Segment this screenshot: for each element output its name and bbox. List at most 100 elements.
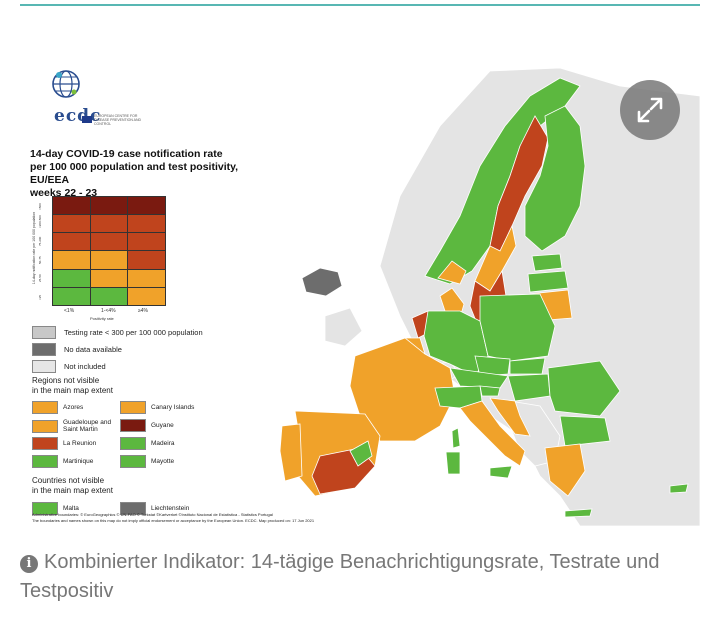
corsica	[451, 427, 461, 449]
countries-heading-line-1: Countries not visible	[32, 476, 105, 485]
matrix-x-tick: 1-<4%	[101, 308, 116, 314]
legend-not-included-label: Not included	[64, 362, 106, 371]
bulgaria	[559, 415, 611, 447]
matrix-cell	[90, 269, 128, 287]
matrix-cell	[128, 215, 165, 233]
legend-no-data-label: No data available	[64, 345, 122, 354]
spain-east	[349, 440, 373, 467]
region-swatch	[32, 401, 58, 414]
region-swatch	[32, 437, 58, 450]
matrix-cell	[53, 215, 90, 233]
country-swatch	[120, 502, 146, 515]
region-label: Guyane	[151, 422, 174, 429]
regions-heading: Regions not visible in the main map exte…	[32, 376, 113, 396]
matrix-cell	[128, 269, 165, 287]
title-line-1: 14-day COVID-19 case notification rate	[30, 148, 223, 160]
iceland	[301, 267, 343, 297]
region-swatch	[32, 455, 58, 468]
matrix-cell	[53, 269, 90, 287]
region-swatch	[32, 419, 58, 433]
info-icon: i	[20, 555, 38, 573]
region-legend-item: Azores	[32, 401, 83, 414]
matrix-x-tick: <1%	[64, 308, 75, 314]
no-data-swatch	[32, 343, 56, 356]
region-swatch	[120, 401, 146, 414]
croatia	[489, 397, 531, 437]
regions-heading-line-2: in the main map extent	[32, 386, 113, 395]
matrix-y-tick: 75-200	[38, 236, 42, 246]
matrix-y-tick: >500	[38, 203, 42, 210]
matrix-cell	[128, 251, 165, 269]
matrix-y-tick: 50-75	[38, 256, 42, 264]
france	[349, 337, 456, 442]
region-swatch	[120, 437, 146, 450]
matrix-cell	[90, 251, 128, 269]
countries-heading-line-2: in the main map extent	[32, 486, 113, 495]
region-label: Martinique	[63, 458, 94, 465]
slovakia	[509, 357, 546, 375]
matrix-y-axis: 14-day notification rate per 100 000 pop…	[22, 196, 44, 304]
matrix-cell	[90, 215, 128, 233]
matrix-cell	[90, 197, 128, 215]
region-label: Madeira	[151, 440, 175, 447]
not-included-swatch	[32, 360, 56, 373]
hungary	[507, 373, 551, 402]
ireland	[324, 307, 363, 347]
caption-text: Kombinierter Indikator: 14-tägige Benach…	[20, 551, 660, 602]
region-legend-item: Guadeloupe and Saint Martin	[32, 419, 123, 433]
map-footnote: Administrative boundaries: © EuroGeograp…	[32, 512, 592, 524]
crete	[564, 508, 593, 518]
matrix-x-tick: ≥4%	[138, 308, 148, 314]
region-label: Mayotte	[151, 458, 175, 465]
romania	[547, 360, 621, 417]
ecdc-logo: ecdc EUROPEAN CENTRE FOR DISEASE PREVENT…	[32, 66, 152, 126]
country-legend-item: Liechtenstein	[120, 502, 189, 515]
expand-icon	[637, 97, 663, 123]
image-caption: i Kombinierter Indikator: 14-tägige Benac…	[20, 548, 700, 606]
greece	[544, 443, 586, 497]
portugal	[279, 423, 303, 482]
region-legend-item: Mayotte	[120, 455, 174, 468]
eu-flag-icon	[82, 116, 92, 123]
testing-rate-swatch	[32, 326, 56, 339]
region-legend-item: Madeira	[120, 437, 174, 450]
country-label: Malta	[63, 505, 79, 512]
matrix-y-tick: 25-50	[38, 274, 42, 282]
slovenia	[479, 385, 501, 397]
matrix-cell	[128, 233, 165, 251]
logo-subtitle: EUROPEAN CENTRE FOR DISEASE PREVENTION A…	[94, 114, 142, 126]
region-label: Guadeloupe and Saint Martin	[63, 419, 112, 433]
finland	[524, 105, 586, 252]
matrix-cell	[53, 251, 90, 269]
poland	[479, 293, 556, 362]
top-accent-line	[20, 4, 700, 6]
matrix-y-label: 14-day notification rate per 100 000 pop…	[32, 211, 36, 285]
europe-map	[279, 67, 700, 526]
region-label: Canary Islands	[151, 404, 195, 411]
latvia	[527, 270, 569, 293]
estonia	[531, 253, 563, 272]
matrix-cell	[128, 197, 165, 215]
country-swatch	[32, 502, 58, 515]
region-legend-item: Canary Islands	[120, 401, 194, 414]
sardinia	[445, 451, 461, 475]
cyprus	[669, 483, 689, 494]
matrix-cell	[90, 287, 128, 305]
sicily	[489, 465, 513, 479]
region-legend-item: Martinique	[32, 455, 93, 468]
regions-heading-line-1: Regions not visible	[32, 376, 100, 385]
matrix-x-label: Positivity rate	[90, 316, 114, 321]
italy-south	[459, 400, 526, 467]
norway-south	[437, 260, 467, 285]
country-legend-item: Malta	[32, 502, 79, 515]
globe-icon	[52, 70, 80, 98]
matrix-cell	[53, 233, 90, 251]
matrix-cell	[53, 197, 90, 215]
country-label: Liechtenstein	[151, 505, 190, 512]
expand-button[interactable]	[620, 80, 680, 140]
map-title: 14-day COVID-19 case notification rate p…	[30, 148, 270, 200]
legend-testing-rate: Testing rate < 300 per 100 000 populatio…	[32, 326, 203, 339]
matrix-cell	[128, 287, 165, 305]
legend-no-data: No data available	[32, 343, 122, 356]
region-legend-item: Guyane	[120, 419, 174, 432]
